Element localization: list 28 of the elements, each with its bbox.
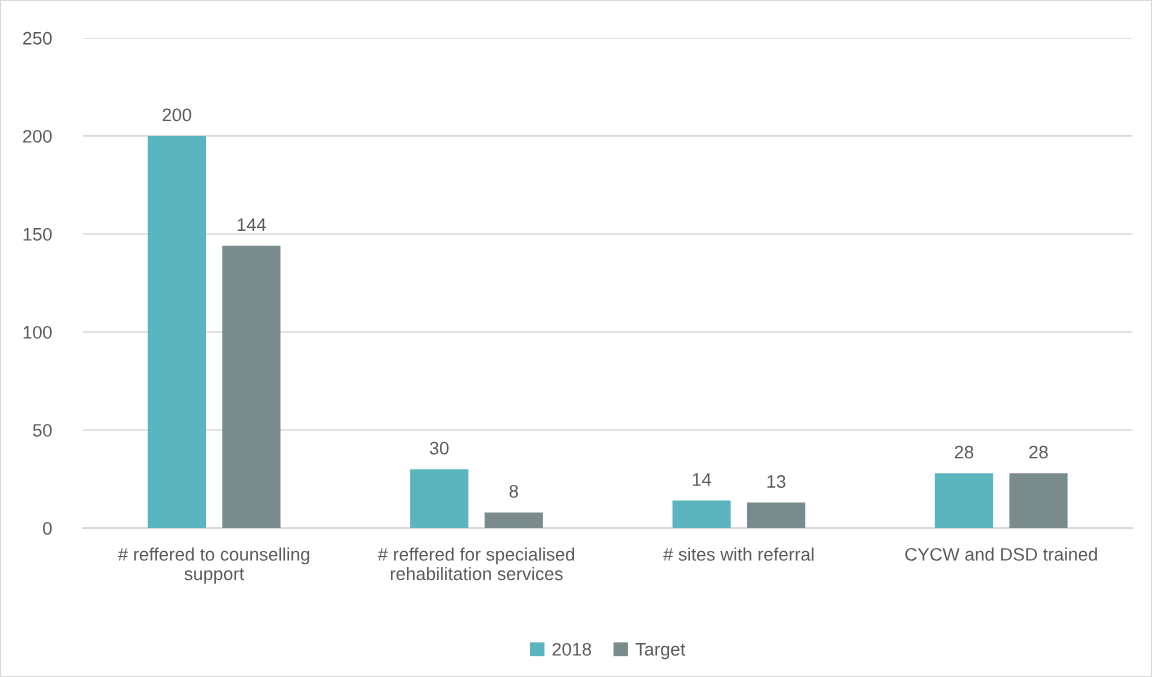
y-tick-label: 150 [23,227,52,241]
legend-label: Target [635,643,686,660]
bar [484,512,543,529]
legend-label: 2018 [552,642,592,656]
data-label: 28 [954,445,974,459]
data-label: 200 [162,108,192,122]
y-tick-label: 200 [23,129,52,143]
y-tick-label: 50 [33,423,52,437]
bar [672,500,731,529]
data-label: 14 [692,473,712,486]
x-tick-label: CYCW and DSD trained [905,547,1097,561]
bar [934,473,994,529]
x-tick-label: # sites with referral [663,547,814,561]
y-tick-label: 0 [43,521,52,535]
bar [747,502,806,529]
data-label: 144 [237,218,266,231]
bar [147,135,206,529]
x-tick-label: # reffered for specialised rehabilitation services [377,547,575,581]
data-label: 28 [1029,445,1048,459]
data-label: 13 [767,475,786,488]
bar [222,245,281,529]
y-tick-label: 100 [23,325,52,339]
data-label: 8 [509,484,518,498]
bar [410,469,469,529]
data-label: 30 [429,441,449,455]
y-tick-label: 250 [23,31,52,45]
x-tick-label: # reffered to counselling support [118,547,310,584]
bar [1009,473,1068,529]
